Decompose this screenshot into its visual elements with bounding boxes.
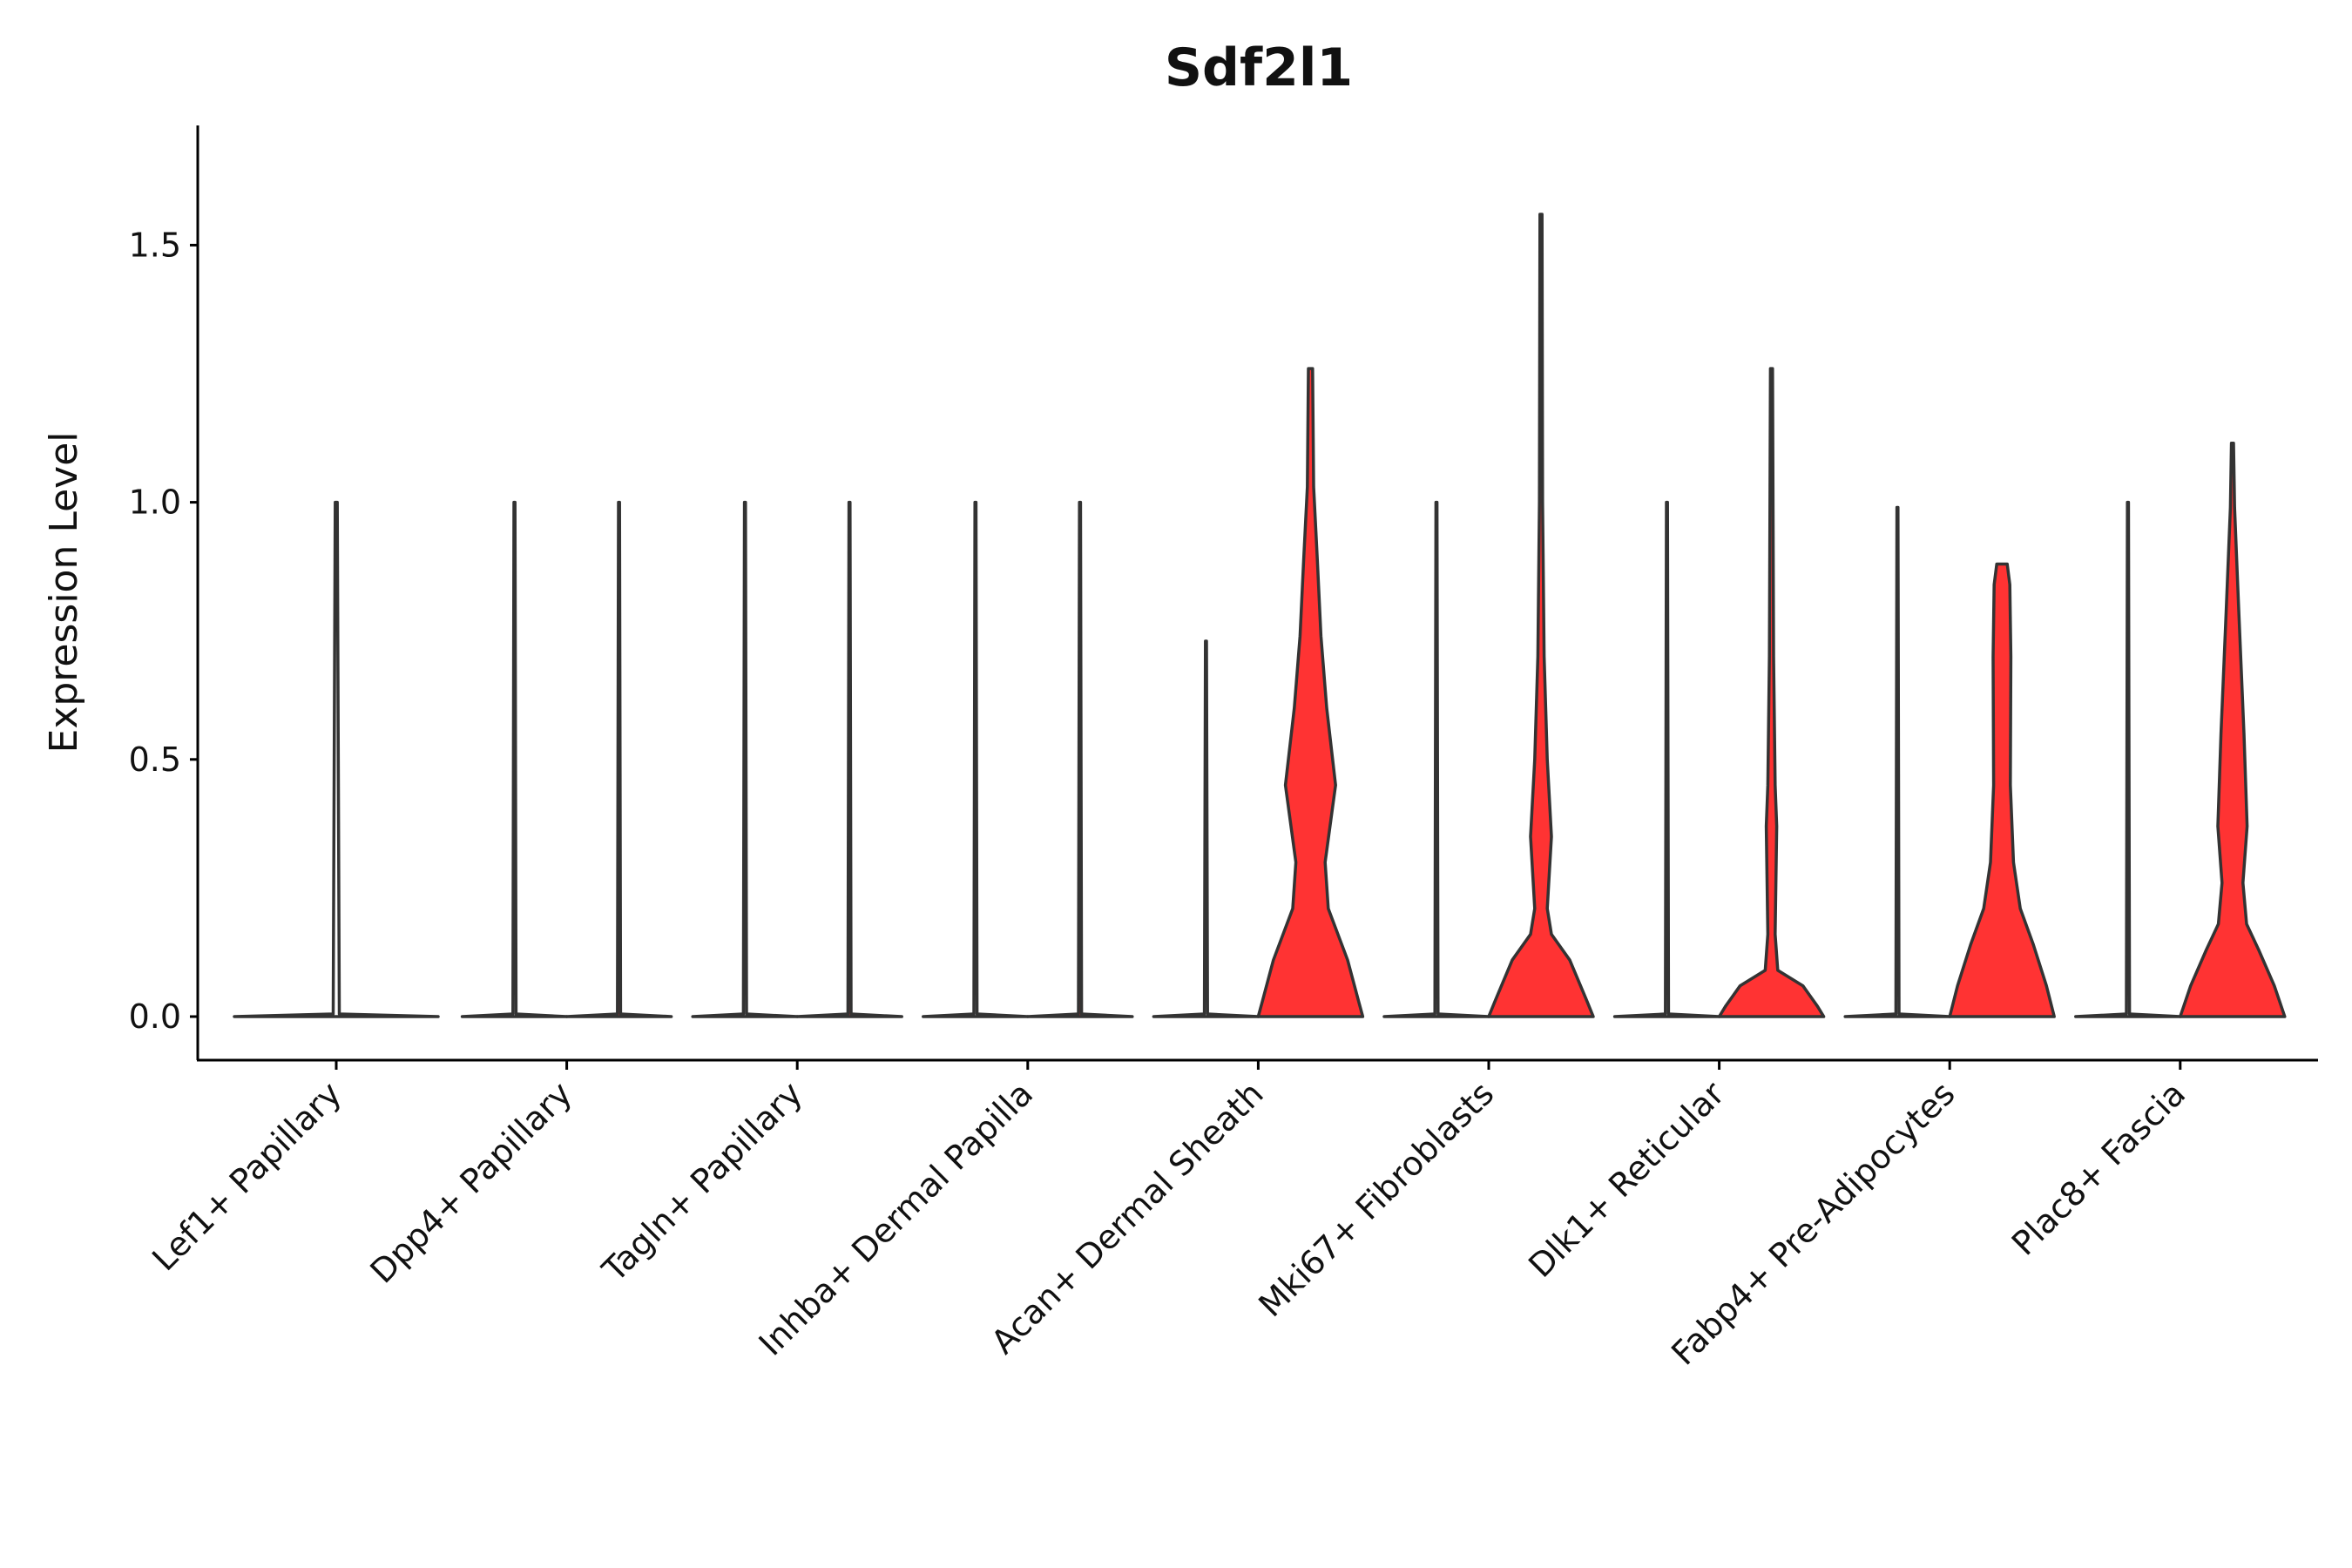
violin-group-1 bbox=[233, 500, 440, 1018]
x-tick-label: Dlk1+ Reticular bbox=[1521, 1074, 1732, 1285]
x-tick-label: Lef1+ Papillary bbox=[145, 1074, 348, 1278]
violin-group-2 bbox=[795, 500, 903, 1018]
y-tick-label: 1.5 bbox=[129, 226, 181, 264]
violin-group-1 bbox=[1843, 505, 1951, 1018]
violin-group-2 bbox=[564, 500, 673, 1018]
x-tick-label: Dpp4+ Papillary bbox=[363, 1074, 579, 1290]
violins bbox=[233, 213, 2287, 1018]
x-ticks: Lef1+ Papillary Dpp4+ Papillary Tagln+ Pap… bbox=[145, 1060, 2193, 1373]
violin-group-1 bbox=[460, 500, 569, 1018]
y-ticks: 0.0 0.5 1.0 1.5 bbox=[129, 226, 198, 1036]
violin-group-2 bbox=[2179, 441, 2287, 1018]
violin-group-2 bbox=[1026, 500, 1134, 1018]
y-axis-title: Expression Level bbox=[42, 432, 86, 754]
x-tick-label: Mki67+ Fibroblasts bbox=[1251, 1074, 1501, 1324]
y-tick-label: 1.0 bbox=[129, 483, 181, 522]
violin-group-2 bbox=[1717, 367, 1826, 1018]
violin-group-2 bbox=[1487, 213, 1595, 1018]
violin-group-2 bbox=[1256, 367, 1365, 1018]
violin-group-1 bbox=[2074, 500, 2182, 1018]
violin-group-1 bbox=[1152, 639, 1260, 1018]
violin-group-1 bbox=[1382, 500, 1490, 1018]
violin-group-2 bbox=[1948, 562, 2056, 1018]
chart-title: Sdf2l1 bbox=[1165, 37, 1353, 98]
x-tick-label: Acan+ Dermal Sheath bbox=[983, 1074, 1270, 1361]
x-tick-label: Tagln+ Papillary bbox=[594, 1074, 809, 1289]
violin-group-1 bbox=[1612, 500, 1721, 1018]
violin-group-1 bbox=[691, 500, 799, 1018]
y-tick-label: 0.0 bbox=[129, 997, 181, 1036]
x-tick-label: Inhba+ Dermal Papilla bbox=[752, 1074, 1041, 1363]
y-tick-label: 0.5 bbox=[129, 740, 181, 779]
violin-group-1 bbox=[922, 500, 1030, 1018]
x-tick-label: Plac8+ Fascia bbox=[2004, 1074, 2193, 1262]
